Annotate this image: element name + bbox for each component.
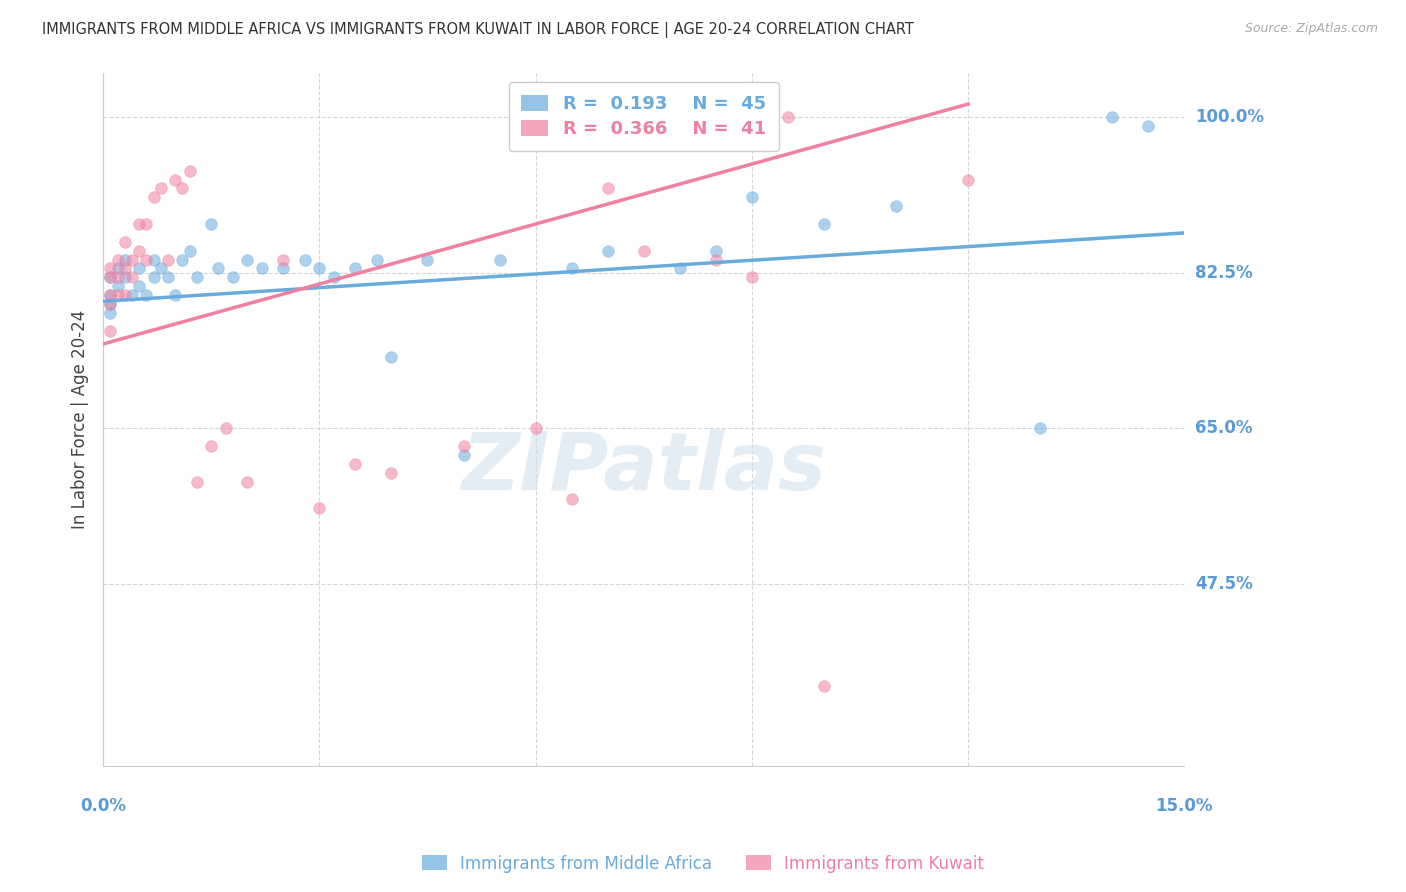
- Text: 82.5%: 82.5%: [1195, 264, 1253, 282]
- Point: [107, 261, 129, 276]
- Text: IMMIGRANTS FROM MIDDLE AFRICA VS IMMIGRANTS FROM KUWAIT IN LABOR FORCE | AGE 20-: IMMIGRANTS FROM MIDDLE AFRICA VS IMMIGRA…: [42, 22, 914, 38]
- Point: [98, 261, 121, 276]
- Point: [453, 448, 475, 462]
- Point: [156, 252, 179, 267]
- Point: [107, 270, 129, 285]
- Point: [98, 306, 121, 320]
- Point: [128, 261, 150, 276]
- Point: [142, 252, 165, 267]
- Point: [236, 252, 259, 267]
- Point: [107, 252, 129, 267]
- Text: 15.0%: 15.0%: [1156, 797, 1213, 814]
- Point: [107, 288, 129, 302]
- Point: [135, 217, 157, 231]
- Point: [207, 261, 229, 276]
- Point: [596, 181, 619, 195]
- Point: [294, 252, 316, 267]
- Point: [156, 270, 179, 285]
- Point: [98, 270, 121, 285]
- Point: [366, 252, 388, 267]
- Point: [135, 288, 157, 302]
- Point: [179, 244, 201, 258]
- Point: [308, 501, 330, 516]
- Point: [222, 270, 245, 285]
- Point: [380, 351, 402, 365]
- Point: [172, 252, 194, 267]
- Text: 47.5%: 47.5%: [1195, 574, 1253, 593]
- Point: [128, 279, 150, 293]
- Point: [884, 199, 907, 213]
- Point: [668, 261, 690, 276]
- Point: [380, 466, 402, 480]
- Point: [322, 270, 344, 285]
- Point: [142, 270, 165, 285]
- Point: [273, 252, 295, 267]
- Point: [741, 270, 763, 285]
- Point: [561, 261, 583, 276]
- Point: [98, 297, 121, 311]
- Point: [813, 679, 835, 693]
- Point: [107, 279, 129, 293]
- Point: [308, 261, 330, 276]
- Text: ZIPatlas: ZIPatlas: [461, 429, 827, 507]
- Point: [524, 421, 547, 435]
- Y-axis label: In Labor Force | Age 20-24: In Labor Force | Age 20-24: [72, 310, 89, 529]
- Point: [121, 252, 143, 267]
- Point: [453, 439, 475, 453]
- Point: [135, 252, 157, 267]
- Point: [121, 288, 143, 302]
- Point: [1101, 111, 1123, 125]
- Point: [128, 217, 150, 231]
- Point: [596, 244, 619, 258]
- Point: [344, 457, 367, 471]
- Text: 65.0%: 65.0%: [1195, 419, 1253, 437]
- Point: [121, 270, 143, 285]
- Point: [1029, 421, 1052, 435]
- Point: [165, 172, 187, 186]
- Point: [114, 261, 136, 276]
- Text: 0.0%: 0.0%: [80, 797, 127, 814]
- Point: [114, 235, 136, 249]
- Text: 100.0%: 100.0%: [1195, 109, 1264, 127]
- Point: [172, 181, 194, 195]
- Point: [957, 172, 980, 186]
- Point: [488, 252, 510, 267]
- Point: [98, 288, 121, 302]
- Point: [236, 475, 259, 489]
- Text: Source: ZipAtlas.com: Source: ZipAtlas.com: [1244, 22, 1378, 36]
- Point: [1137, 120, 1160, 134]
- Point: [98, 270, 121, 285]
- Point: [179, 163, 201, 178]
- Point: [633, 244, 655, 258]
- Point: [561, 492, 583, 507]
- Point: [98, 324, 121, 338]
- Point: [128, 244, 150, 258]
- Point: [344, 261, 367, 276]
- Legend: Immigrants from Middle Africa, Immigrants from Kuwait: Immigrants from Middle Africa, Immigrant…: [415, 848, 991, 880]
- Point: [142, 190, 165, 204]
- Point: [200, 217, 222, 231]
- Point: [215, 421, 238, 435]
- Point: [250, 261, 273, 276]
- Point: [200, 439, 222, 453]
- Point: [149, 181, 172, 195]
- Point: [416, 252, 439, 267]
- Point: [149, 261, 172, 276]
- Legend: R =  0.193    N =  45, R =  0.366    N =  41: R = 0.193 N = 45, R = 0.366 N = 41: [509, 82, 779, 151]
- Point: [114, 252, 136, 267]
- Point: [741, 190, 763, 204]
- Point: [114, 288, 136, 302]
- Point: [165, 288, 187, 302]
- Point: [273, 261, 295, 276]
- Point: [186, 270, 208, 285]
- Point: [776, 111, 799, 125]
- Point: [704, 244, 727, 258]
- Point: [813, 217, 835, 231]
- Point: [186, 475, 208, 489]
- Point: [98, 288, 121, 302]
- Point: [98, 297, 121, 311]
- Point: [114, 270, 136, 285]
- Point: [704, 252, 727, 267]
